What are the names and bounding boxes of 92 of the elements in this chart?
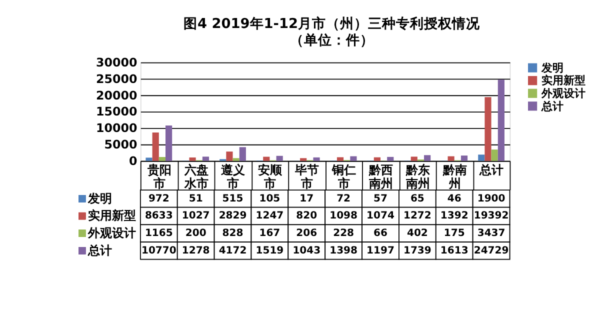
data-label: 206 bbox=[296, 228, 318, 240]
bar bbox=[226, 152, 233, 161]
bar bbox=[239, 147, 246, 161]
text: 发明 bbox=[542, 61, 564, 74]
data-label: 2829 bbox=[218, 210, 247, 222]
data-label: 46 bbox=[447, 193, 462, 204]
data-label: 1739 bbox=[403, 245, 432, 256]
data-label: 3437 bbox=[477, 228, 506, 240]
data-label: 65 bbox=[410, 193, 424, 204]
bar bbox=[146, 158, 152, 161]
data-label: 1247 bbox=[256, 210, 284, 222]
bar bbox=[410, 156, 418, 161]
y-tick-label: 30000 bbox=[96, 55, 138, 70]
x-tick-label: 黔西南州 bbox=[368, 163, 393, 191]
bar bbox=[152, 132, 159, 161]
bar bbox=[448, 156, 454, 161]
data-label: 24729 bbox=[474, 245, 509, 256]
data-label: 72 bbox=[336, 193, 351, 204]
data-label: 57 bbox=[374, 193, 388, 204]
data-label: 200 bbox=[185, 228, 206, 240]
bar bbox=[478, 154, 485, 161]
data-label: 4172 bbox=[218, 245, 247, 256]
x-tick-label: 贵阳市 bbox=[146, 163, 172, 191]
x-tick-label: 铜仁市 bbox=[331, 163, 356, 191]
bar bbox=[336, 157, 344, 161]
bar bbox=[189, 157, 196, 161]
x-tick-label: 黔东南州 bbox=[404, 163, 430, 191]
y-tick-label: 10000 bbox=[96, 121, 138, 136]
data-label: 1027 bbox=[182, 210, 210, 222]
text: 外观设计 bbox=[88, 226, 136, 240]
data-label: 10770 bbox=[141, 245, 176, 256]
data-label: 1398 bbox=[330, 245, 358, 256]
bar bbox=[387, 156, 394, 161]
bar bbox=[300, 158, 307, 161]
data-label: 66 bbox=[374, 228, 388, 240]
data-label: 515 bbox=[222, 193, 244, 204]
data-label: 972 bbox=[148, 193, 170, 204]
bar bbox=[491, 150, 498, 161]
bar bbox=[165, 125, 172, 161]
data-label: 8633 bbox=[144, 210, 173, 222]
data-label: 1197 bbox=[366, 245, 394, 256]
bar bbox=[460, 156, 468, 161]
y-tick-label: 25000 bbox=[96, 72, 138, 86]
data-label: 1272 bbox=[403, 210, 432, 222]
x-tick-label: 总计 bbox=[478, 163, 504, 178]
data-label: 1392 bbox=[440, 210, 468, 222]
data-label: 228 bbox=[333, 228, 354, 240]
bar bbox=[424, 155, 431, 161]
data-label: 1278 bbox=[182, 245, 210, 256]
y-tick-label: 20000 bbox=[96, 88, 138, 102]
data-label: 19392 bbox=[474, 210, 509, 222]
data-label: 17 bbox=[300, 193, 314, 204]
data-label: 1074 bbox=[366, 210, 394, 222]
data-label: 105 bbox=[259, 193, 280, 204]
bar bbox=[484, 97, 492, 161]
legend-label: 总计 bbox=[540, 100, 564, 113]
data-label: 51 bbox=[188, 193, 203, 204]
y-tick-label: 5000 bbox=[104, 138, 138, 152]
bar bbox=[498, 80, 504, 161]
data-label: 1613 bbox=[440, 245, 468, 256]
y-tick-label: 15000 bbox=[96, 104, 138, 119]
chart-subtitle: （单位：件） bbox=[290, 32, 374, 49]
x-tick-label: 毕节市 bbox=[294, 163, 320, 191]
data-label: 167 bbox=[259, 228, 280, 240]
data-label: 1900 bbox=[477, 193, 506, 204]
y-tick-label: 0 bbox=[128, 154, 138, 168]
bar bbox=[313, 157, 320, 161]
data-label: 820 bbox=[296, 210, 318, 222]
legend-label: 外观设计 bbox=[540, 87, 586, 100]
bar bbox=[202, 156, 210, 161]
bar bbox=[374, 157, 380, 161]
data-label: 1519 bbox=[256, 245, 284, 256]
chart-title: 图4 2019年1-12月市（州）三种专利授权情况 bbox=[184, 15, 481, 32]
data-label: 1165 bbox=[144, 228, 173, 240]
data-label: 1098 bbox=[330, 210, 358, 222]
legend-label: 发明 bbox=[87, 191, 112, 206]
bar bbox=[276, 156, 283, 161]
legend-label: 实用新型 bbox=[88, 208, 136, 223]
data-label: 175 bbox=[444, 228, 465, 240]
text: 总计 bbox=[88, 243, 112, 258]
x-tick-label: 安顺市 bbox=[258, 163, 284, 191]
x-tick-label: 遵义市 bbox=[220, 163, 246, 191]
data-label: 402 bbox=[406, 228, 428, 240]
bar bbox=[263, 156, 270, 161]
bar bbox=[350, 156, 357, 161]
text: 实用新型 bbox=[542, 74, 586, 88]
x-tick-label: 六盘水市 bbox=[183, 163, 208, 191]
bar bbox=[232, 158, 240, 161]
bar bbox=[158, 157, 166, 161]
x-tick-label: 黔南州 bbox=[442, 163, 467, 191]
data-label: 828 bbox=[222, 228, 244, 240]
data-label: 1043 bbox=[292, 245, 321, 256]
